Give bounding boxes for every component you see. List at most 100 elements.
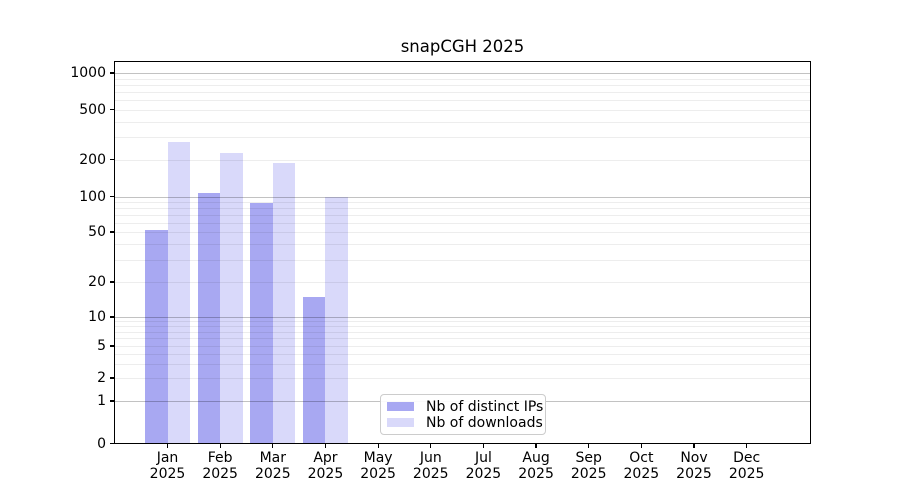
y-tick-label: 2 xyxy=(97,370,106,386)
gridline xyxy=(114,201,811,203)
gridline xyxy=(114,378,811,379)
gridline xyxy=(114,137,811,139)
x-tick-mark xyxy=(640,443,642,448)
gridline xyxy=(114,84,811,86)
gridline xyxy=(114,353,811,355)
x-tick-month: Nov xyxy=(680,450,708,466)
y-tick-mark xyxy=(110,345,114,347)
x-tick-mark xyxy=(219,443,221,448)
x-tick-month: Sep xyxy=(575,450,602,466)
y-tick-label: 200 xyxy=(79,151,106,168)
gridline xyxy=(114,73,811,74)
x-tick-year: 2025 xyxy=(149,466,186,482)
x-tick-mark xyxy=(324,443,327,448)
x-tick-year: 2025 xyxy=(254,466,291,482)
gridline xyxy=(114,207,811,209)
x-tick-month: May xyxy=(363,450,393,466)
gridline xyxy=(114,159,811,161)
x-tick-year: 2025 xyxy=(676,466,712,482)
x-tick-month: Oct xyxy=(629,450,654,466)
x-tick-year: 2025 xyxy=(307,466,344,482)
y-tick-mark xyxy=(110,281,114,283)
x-tick-month: Jul xyxy=(474,450,492,466)
x-tick-label: Apr 2025 xyxy=(295,450,355,482)
bar-downloads-jan xyxy=(167,141,190,444)
x-tick-mark xyxy=(588,443,590,448)
x-tick-year: 2025 xyxy=(465,466,502,482)
gridline xyxy=(114,222,811,224)
x-tick-year: 2025 xyxy=(412,466,449,482)
x-tick-label: Feb 2025 xyxy=(190,450,250,482)
bar-downloads-mar xyxy=(272,163,296,444)
x-tick-label: Jan 2025 xyxy=(138,450,198,482)
x-tick-label: Mar 2025 xyxy=(243,450,303,482)
bar-distinct-ips-apr xyxy=(302,296,326,444)
bar-downloads-feb xyxy=(220,152,243,444)
y-tick-mark xyxy=(110,400,114,402)
x-tick-mark xyxy=(166,443,169,448)
gridline xyxy=(114,321,811,323)
bar-downloads-apr xyxy=(325,196,348,444)
x-tick-year: 2025 xyxy=(360,466,396,482)
y-tick-mark xyxy=(110,442,114,445)
x-tick-month: Mar xyxy=(259,450,286,466)
x-tick-label: Oct 2025 xyxy=(611,450,671,482)
x-tick-mark xyxy=(482,443,484,448)
x-tick-month: Aug xyxy=(522,450,550,466)
y-tick-mark xyxy=(110,316,114,318)
chart-title: snapCGH 2025 xyxy=(400,37,525,56)
legend-label-downloads: Nb of downloads xyxy=(426,414,543,431)
x-tick-label: Nov 2025 xyxy=(664,450,724,482)
legend-item-distinct-ips: Nb of distinct IPs xyxy=(387,399,543,415)
x-tick-month: Apr xyxy=(313,450,338,466)
y-tick-label: 20 xyxy=(88,274,106,290)
x-tick-mark xyxy=(430,443,432,448)
gridline xyxy=(114,259,811,261)
gridline xyxy=(114,91,811,93)
y-tick-label: 0 xyxy=(97,435,106,452)
gridline xyxy=(114,282,811,283)
gridline xyxy=(114,244,811,246)
gridline xyxy=(114,326,811,328)
y-tick-mark xyxy=(110,108,114,111)
x-tick-year: 2025 xyxy=(623,466,660,482)
gridline xyxy=(114,331,811,333)
gridline xyxy=(114,78,811,80)
y-tick-mark xyxy=(110,158,114,161)
gridline xyxy=(114,317,811,318)
gridline xyxy=(114,99,811,101)
y-tick-mark xyxy=(110,195,114,198)
gridline xyxy=(114,109,811,111)
x-tick-mark xyxy=(535,443,537,448)
x-tick-label: Aug 2025 xyxy=(506,450,566,482)
legend-swatch-distinct-ips-icon xyxy=(387,401,414,412)
y-tick-label: 1000 xyxy=(70,65,106,81)
x-tick-label: Jul 2025 xyxy=(453,450,513,482)
y-tick-label: 500 xyxy=(79,101,106,118)
x-tick-month: Dec xyxy=(733,450,761,466)
gridline xyxy=(114,121,811,123)
y-tick-label: 100 xyxy=(79,188,106,205)
gridline xyxy=(114,196,811,198)
legend-label-distinct-ips: Nb of distinct IPs xyxy=(426,398,544,415)
y-tick-mark xyxy=(110,72,114,74)
bar-distinct-ips-feb xyxy=(197,193,221,444)
gridline xyxy=(114,214,811,216)
x-tick-year: 2025 xyxy=(570,466,607,482)
x-tick-label: Dec 2025 xyxy=(717,450,777,482)
y-tick-label: 1 xyxy=(97,393,106,409)
x-tick-label: Sep 2025 xyxy=(559,450,619,482)
x-tick-month: Feb xyxy=(207,450,233,466)
x-tick-year: 2025 xyxy=(518,466,554,482)
legend: Nb of distinct IPs Nb of downloads xyxy=(380,394,546,435)
gridline xyxy=(114,232,811,233)
x-tick-month: Jun xyxy=(419,450,442,466)
x-tick-label: May 2025 xyxy=(348,450,408,482)
x-tick-mark xyxy=(693,443,695,448)
y-tick-label: 5 xyxy=(97,338,106,354)
bar-distinct-ips-mar xyxy=(250,203,273,444)
legend-item-downloads: Nb of downloads xyxy=(387,415,543,431)
gridline xyxy=(114,363,811,365)
x-tick-mark xyxy=(272,443,274,448)
y-tick-label: 10 xyxy=(88,309,106,325)
